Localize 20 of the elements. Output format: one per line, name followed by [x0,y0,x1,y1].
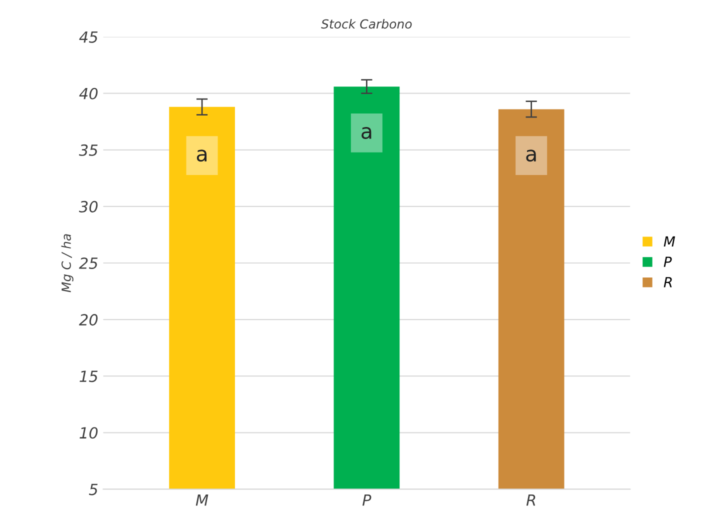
chart-title: Stock Carbono [321,18,412,29]
y-tick-label: 35 [78,144,98,156]
x-tick-label: R [526,494,536,506]
annotation: a [526,150,536,162]
legend-label: M [664,236,676,246]
y-tick-label: 10 [80,427,98,439]
y-tick-label: 25 [79,257,98,270]
y-tick-label: 40 [79,88,98,100]
y-tick-label: 20 [79,314,98,326]
legend-label: P [664,256,672,267]
annotation: a [196,150,207,162]
x-tick-label: M [196,494,208,506]
y-tick-label: 5 [88,484,98,496]
y-tick-label: 15 [80,370,98,382]
y-tick-label: 30 [78,200,98,212]
legend-label: R [664,277,672,288]
annotation: a [362,127,372,139]
y-axis-title: Mg C / ha [61,234,74,292]
y-tick-label: 45 [79,31,98,43]
x-tick-label: P [362,494,372,506]
